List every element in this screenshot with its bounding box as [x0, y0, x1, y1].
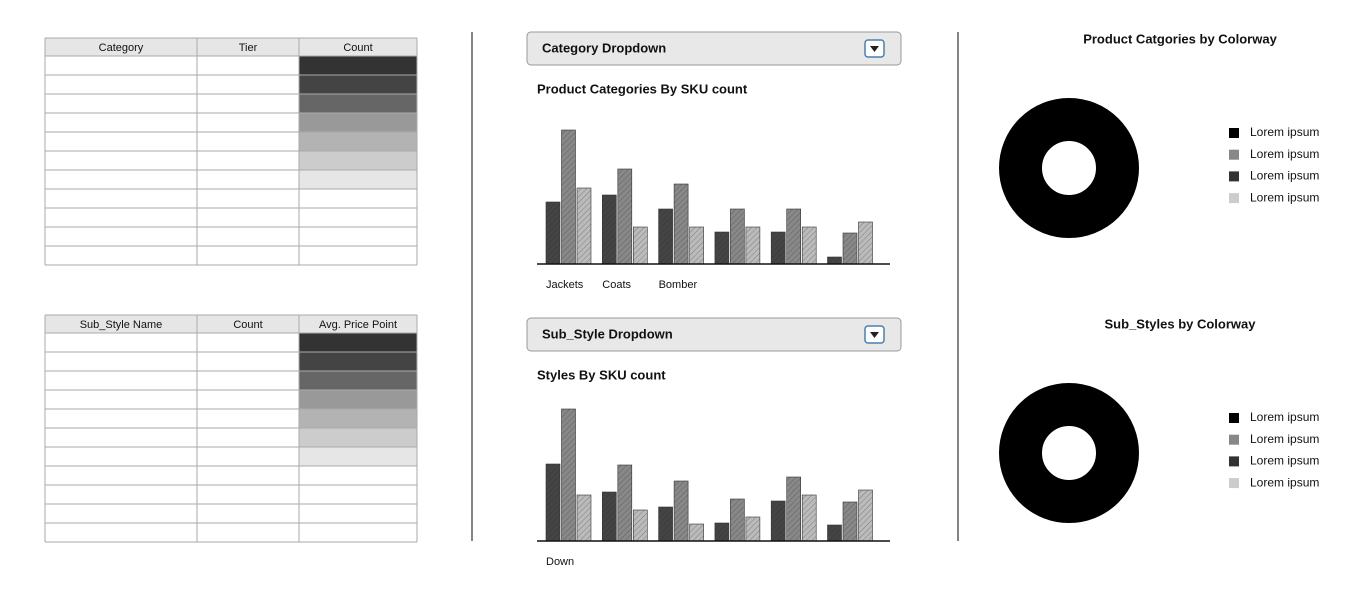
bar — [545, 201, 561, 265]
bar — [632, 509, 648, 542]
bar — [601, 491, 617, 542]
column-header: Tier — [239, 42, 258, 54]
shade-cell — [299, 447, 417, 466]
bar — [673, 480, 689, 542]
legend-label: Lorem ipsum — [1250, 432, 1319, 446]
legend-swatch — [1229, 149, 1239, 160]
shade-cell — [299, 75, 417, 94]
bar — [770, 500, 786, 542]
shade-cell — [299, 390, 417, 409]
shade-cell — [299, 151, 417, 170]
bar — [601, 194, 617, 265]
bar — [658, 506, 673, 542]
dropdown-box[interactable] — [526, 317, 902, 352]
dropdown-arrow[interactable] — [870, 332, 879, 338]
dropdown[interactable]: Category Dropdown — [526, 31, 902, 66]
column-header: Avg. Price Point — [319, 319, 397, 331]
legend-label: Lorem ipsum — [1250, 169, 1319, 183]
bar — [632, 226, 648, 265]
legend-swatch — [1229, 456, 1239, 467]
column-header: Count — [343, 42, 372, 54]
bar — [658, 208, 673, 265]
shade-cell — [299, 113, 417, 132]
category-label: Bomber — [659, 279, 698, 291]
legend-label: Lorem ipsum — [1250, 475, 1319, 489]
bar — [858, 221, 873, 265]
legend-label: Lorem ipsum — [1250, 410, 1319, 424]
bar — [786, 476, 802, 542]
bar — [745, 516, 761, 542]
category-label: Jackets — [546, 279, 584, 291]
shade-cell — [299, 94, 417, 113]
bar — [745, 226, 761, 265]
shade-cell — [299, 428, 417, 447]
category-label: Down — [546, 556, 574, 568]
dropdown-label[interactable]: Sub_Style Dropdown — [542, 326, 673, 341]
donut-title: Sub_Styles by Colorway — [1105, 316, 1257, 331]
legend-label: Lorem ipsum — [1250, 190, 1319, 204]
bar — [689, 226, 704, 265]
shade-cell — [299, 170, 417, 189]
dropdown-arrow[interactable] — [870, 46, 879, 52]
shade-cell — [299, 333, 417, 352]
shade-cell — [299, 371, 417, 390]
bar — [576, 494, 592, 542]
category-label: Coats — [602, 279, 631, 291]
bar — [730, 498, 745, 542]
donut-ring — [999, 383, 1139, 523]
legend-swatch — [1229, 434, 1239, 445]
donut-title: Product Catgories by Colorway — [1083, 31, 1277, 46]
donut-ring — [999, 98, 1139, 238]
legend-swatch — [1229, 171, 1239, 182]
bar — [561, 408, 576, 542]
shade-cell — [299, 132, 417, 151]
legend-label: Lorem ipsum — [1250, 147, 1319, 161]
bar — [842, 501, 858, 542]
table-header — [45, 315, 417, 333]
bar — [617, 168, 633, 265]
bar — [827, 256, 842, 265]
bar — [714, 231, 730, 265]
dropdown[interactable]: Sub_Style Dropdown — [526, 317, 902, 352]
dropdown-label[interactable]: Category Dropdown — [542, 40, 666, 55]
legend-label: Lorem ipsum — [1250, 454, 1319, 468]
legend-label: Lorem ipsum — [1250, 125, 1319, 139]
bar — [576, 187, 592, 265]
bar — [545, 463, 561, 542]
bar — [801, 226, 817, 265]
chart-title: Styles By SKU count — [537, 367, 666, 382]
legend-swatch — [1229, 128, 1239, 138]
legend-swatch — [1229, 193, 1239, 204]
bar — [801, 494, 817, 542]
bar — [770, 231, 786, 265]
legend-swatch — [1229, 413, 1239, 423]
bar — [842, 232, 858, 265]
column-header: Count — [233, 319, 262, 331]
table-header — [45, 38, 417, 56]
bar — [561, 129, 576, 265]
dropdown-box[interactable] — [526, 31, 902, 66]
column-header: Category — [99, 42, 144, 54]
bar — [714, 522, 730, 542]
bar — [617, 464, 633, 542]
bar — [858, 489, 873, 542]
bar — [689, 523, 704, 542]
shade-cell — [299, 352, 417, 371]
shade-cell — [299, 409, 417, 428]
bar — [827, 524, 842, 542]
chart-title: Product Categories By SKU count — [537, 81, 748, 96]
bar — [730, 208, 745, 265]
legend-swatch — [1229, 478, 1239, 489]
bar — [786, 208, 802, 265]
column-header: Sub_Style Name — [80, 319, 163, 331]
shade-cell — [299, 56, 417, 75]
bar — [673, 183, 689, 265]
